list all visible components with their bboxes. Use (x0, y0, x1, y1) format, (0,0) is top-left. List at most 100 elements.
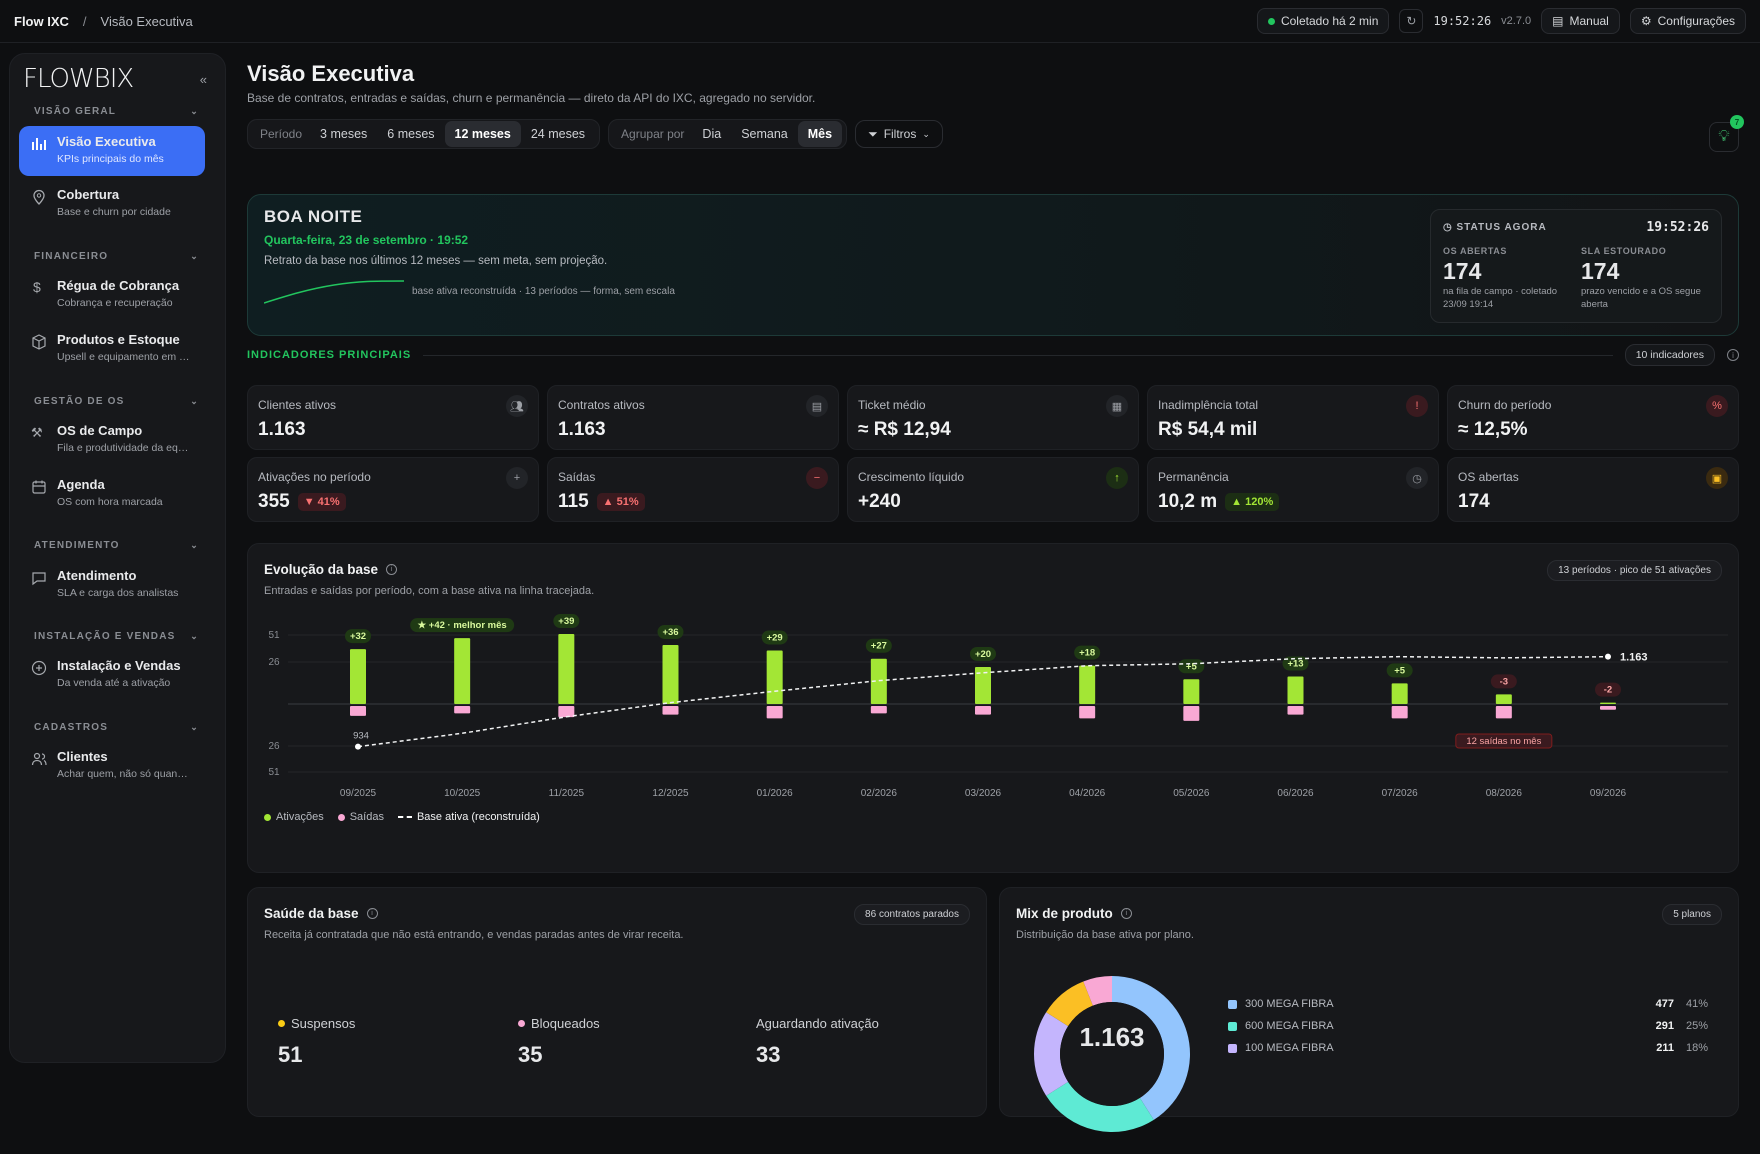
kpi-value: 355 ▼ 41% (258, 491, 346, 513)
bar-saidas[interactable] (1391, 706, 1408, 719)
evolution-title: Evolução da base i (264, 562, 398, 577)
info-icon[interactable]: i (386, 564, 398, 575)
health-suspensos[interactable]: Suspensos (278, 1016, 355, 1031)
kpi-label: Permanência (1158, 470, 1229, 484)
kpi-card[interactable]: OS abertas 174 ▣ (1447, 457, 1739, 522)
mix-row-300[interactable]: 300 MEGA FIBRA 477 41% (1228, 998, 1708, 1010)
health-bloqueados[interactable]: Bloqueados (518, 1016, 600, 1031)
bar-saidas[interactable] (766, 706, 783, 719)
bar-saidas[interactable] (975, 706, 991, 715)
donut-slice[interactable] (1083, 976, 1112, 1006)
bar-ativacoes[interactable] (350, 649, 366, 704)
y-tick-label: 51 (268, 630, 280, 641)
chevron-down-icon: ⌄ (190, 631, 199, 641)
bar-saidas[interactable] (1183, 706, 1200, 721)
net-badge (1595, 682, 1621, 697)
bar-saidas[interactable] (1079, 706, 1096, 719)
kpi-value: +240 (858, 491, 901, 512)
kpi-card[interactable]: Crescimento líquido +240 ↑ (847, 457, 1139, 522)
bar-ativacoes[interactable] (1600, 702, 1616, 704)
sidebar-item-cobertura[interactable]: Cobertura Base e churn por cidade (19, 179, 205, 229)
info-icon[interactable]: i (1120, 908, 1132, 919)
period-option-24m[interactable]: 24 meses (530, 127, 586, 141)
section-financeiro[interactable]: FINANCEIRO ⌄ (34, 251, 199, 262)
sidebar-item-regua-cobranca[interactable]: $ Régua de Cobrança Cobrança e recuperaç… (19, 270, 205, 320)
kpi-card[interactable]: Churn do período ≈ 12,5%% (1447, 385, 1739, 450)
bar-saidas[interactable] (1287, 706, 1304, 715)
x-tick-label: 08/2026 (1486, 788, 1523, 799)
section-visao-geral[interactable]: VISÃO GERAL ⌄ (34, 106, 199, 117)
bar-saidas[interactable] (558, 706, 575, 718)
section-gestao-os[interactable]: GESTÃO DE OS ⌄ (34, 396, 199, 407)
tips-button[interactable]: 💡︎ 7 (1709, 115, 1744, 152)
kpi-count-badge: 10 indicadores (1624, 344, 1715, 366)
sidebar-item-produtos-estoque[interactable]: Produtos e Estoque Upsell e equipamento … (19, 324, 205, 374)
kpi-value: 115 ▲ 51% (558, 491, 645, 513)
period-option-3m[interactable]: 3 meses (320, 127, 368, 141)
kpi-card[interactable]: Permanência 10,2 m ▲ 120% ◷ (1147, 457, 1439, 522)
sidebar-item-instalacao-vendas[interactable]: Instalação e Vendas Da venda até a ativa… (19, 650, 205, 700)
kpi-card[interactable]: Ativações no período 355 ▼ 41% + (247, 457, 539, 522)
x-tick-label: 02/2026 (861, 788, 898, 799)
bar-saidas[interactable] (350, 706, 366, 716)
breadcrumb-app[interactable]: Flow IXC (14, 13, 69, 29)
kpi-card[interactable]: Clientes ativos 1.163 👥︎ (247, 385, 539, 450)
settings-button[interactable]: ⚙ Configurações (1629, 8, 1746, 34)
kpi-card[interactable]: Saídas 115 ▲ 51% − (547, 457, 839, 522)
bar-ativacoes[interactable] (454, 638, 471, 704)
controls-bar: Período 3 meses 6 meses 12 meses 24 mese… (247, 119, 943, 149)
section-atendimento[interactable]: ATENDIMENTO ⌄ (34, 540, 199, 551)
kpi-card[interactable]: Contratos ativos 1.163 ▤ (547, 385, 839, 450)
kpi-card[interactable]: Inadimplência total R$ 54,4 mil! (1147, 385, 1439, 450)
sidebar-item-clientes[interactable]: Clientes Achar quem, não só quan… (19, 741, 205, 791)
bar-saidas[interactable] (870, 706, 887, 714)
group-option-mes[interactable]: Mês (797, 121, 843, 147)
section-instalacao-vendas[interactable]: INSTALAÇÃO E VENDAS ⌄ (34, 631, 199, 642)
bar-saidas[interactable] (1600, 706, 1616, 710)
bar-saidas[interactable] (662, 706, 679, 715)
sidebar-item-visao-executiva[interactable]: Visão Executiva KPIs principais do mês (19, 126, 205, 176)
group-option-dia[interactable]: Dia (702, 127, 722, 141)
health-title: Saúde da base i (264, 906, 378, 921)
refresh-button[interactable]: ↻ (1399, 9, 1424, 33)
mix-row-100[interactable]: 100 MEGA FIBRA 211 18% (1228, 1042, 1708, 1054)
manual-button[interactable]: ▤ Manual (1541, 8, 1620, 34)
bar-ativacoes[interactable] (1287, 676, 1304, 704)
collapse-sidebar-icon[interactable]: « (199, 72, 207, 87)
info-icon[interactable]: i (1727, 349, 1739, 361)
bar-ativacoes[interactable] (1079, 665, 1096, 704)
info-icon[interactable]: i (366, 908, 378, 919)
legend-dash-icon (397, 816, 412, 818)
health-aguardando[interactable]: Aguardando ativação (756, 1016, 879, 1031)
bar-ativacoes[interactable] (662, 644, 679, 704)
bar-ativacoes[interactable] (558, 634, 575, 704)
net-label: +5 (1394, 665, 1406, 676)
bar-ativacoes[interactable] (975, 666, 991, 704)
kpi-card[interactable]: Ticket médio ≈ R$ 12,94 ▦ (847, 385, 1139, 450)
sidebar-item-sub: Cobrança e recuperação (57, 297, 173, 309)
bar-ativacoes[interactable] (766, 650, 783, 704)
filters-button[interactable]: ⏷ Filtros ⌄ (855, 120, 943, 148)
bar-ativacoes[interactable] (1391, 683, 1408, 704)
period-option-12m[interactable]: 12 meses (444, 121, 521, 147)
mix-row-600[interactable]: 600 MEGA FIBRA 291 25% (1228, 1020, 1708, 1032)
base-start-point (355, 743, 361, 750)
legend-saidas: Saídas (337, 811, 384, 823)
status-os-value: 174 (1443, 258, 1482, 284)
donut-slice[interactable] (1046, 981, 1093, 1027)
greeting-banner: BOA NOITE Quarta-feira, 23 de setembro ·… (247, 194, 1739, 336)
bar-saidas[interactable] (1495, 706, 1512, 719)
sidebar-item-atendimento[interactable]: Atendimento SLA e carga dos analistas (19, 560, 205, 610)
legend-ativacoes: Ativações (264, 811, 324, 823)
bar-ativacoes[interactable] (1495, 694, 1512, 704)
group-selector: Agrupar por Dia Semana Mês (608, 119, 848, 149)
bar-saidas[interactable] (454, 706, 471, 714)
status-dot-icon (518, 1020, 525, 1027)
sidebar-item-os-campo[interactable]: ⚒ OS de Campo Fila e produtividade da eq… (19, 415, 205, 465)
period-option-6m[interactable]: 6 meses (387, 127, 435, 141)
document-icon: ▤ (806, 395, 828, 417)
bar-ativacoes[interactable] (1183, 679, 1200, 704)
sidebar-item-agenda[interactable]: Agenda OS com hora marcada (19, 469, 205, 519)
group-option-semana[interactable]: Semana (741, 127, 788, 141)
section-cadastros[interactable]: CADASTROS ⌄ (34, 722, 199, 733)
